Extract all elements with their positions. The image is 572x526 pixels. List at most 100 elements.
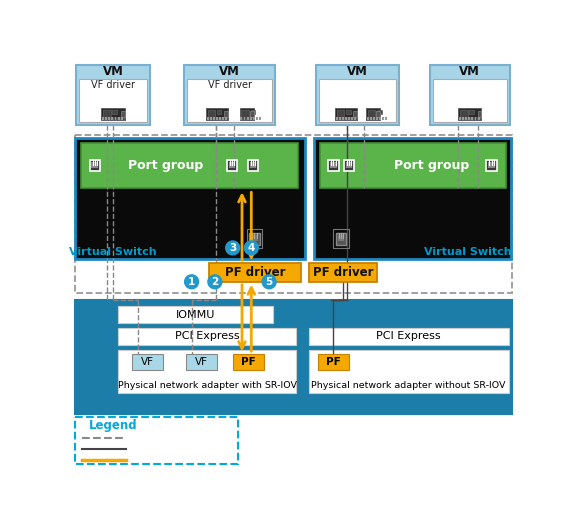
Bar [376,117,378,120]
Text: PF: PF [326,357,341,367]
Bar [74,300,512,414]
Bar [112,117,113,120]
Bar [233,354,264,370]
Bar [333,229,349,248]
Bar [229,163,235,168]
Bar [244,117,245,120]
Bar [309,264,377,282]
Bar [101,117,125,120]
Bar [105,117,107,120]
Bar [328,159,339,171]
Bar [76,138,305,259]
Bar [366,117,380,120]
Bar [471,117,474,120]
Bar [121,117,122,120]
Bar [353,111,357,117]
Bar [478,117,479,120]
Bar [118,307,273,323]
Text: 5: 5 [265,277,273,287]
Bar [118,350,296,393]
Text: 3: 3 [229,243,236,253]
Bar [309,328,509,345]
Bar [186,354,217,370]
Bar [118,328,296,345]
Bar [225,117,227,120]
Bar [240,117,253,120]
Text: VM: VM [347,65,368,78]
Bar [240,117,243,120]
Bar [219,117,221,120]
Bar [253,117,255,120]
Bar [330,163,337,168]
Bar [314,138,511,259]
Bar [101,108,125,120]
Text: Physical network adapter without SR-IOV: Physical network adapter without SR-IOV [311,381,506,390]
Bar [344,159,354,171]
Text: Virtual Switch: Virtual Switch [424,247,512,257]
Bar [251,110,255,114]
Bar [462,117,464,120]
Bar [213,117,215,120]
Bar [256,117,258,120]
Bar [339,117,341,120]
Bar [336,117,337,120]
Text: VM: VM [459,65,480,78]
Text: 1: 1 [188,277,195,287]
Bar [336,110,344,117]
Text: Port group: Port group [394,159,470,172]
Bar [468,117,470,120]
Bar [475,117,476,120]
Bar [92,163,98,168]
Text: PCI Express: PCI Express [175,331,240,341]
Bar [377,110,382,114]
Circle shape [208,275,222,289]
Bar [132,354,163,370]
Text: Virtual Switch: Virtual Switch [69,247,156,257]
Bar [345,163,352,168]
Text: Physical network adapter with SR-IOV: Physical network adapter with SR-IOV [118,381,297,390]
Bar [210,117,212,120]
Bar [319,78,396,122]
Bar [373,117,375,120]
Bar [316,65,399,125]
Bar [184,65,275,125]
Circle shape [244,241,259,255]
Circle shape [185,275,198,289]
Bar [251,236,257,241]
Text: 2: 2 [211,277,219,287]
Bar [336,232,347,245]
Bar [342,117,344,120]
Circle shape [226,241,240,255]
Bar [90,159,100,171]
Bar [379,117,381,120]
Bar [108,117,110,120]
Bar [240,108,253,120]
Bar [320,143,506,188]
Bar [458,117,482,120]
Text: VF: VF [195,357,208,367]
Text: Port group: Port group [129,159,204,172]
Text: IOMMU: IOMMU [176,310,215,320]
Bar [370,117,372,120]
Bar [209,264,301,282]
Bar [206,108,228,120]
Text: PF driver: PF driver [225,266,285,279]
Bar [103,110,110,117]
Bar [368,110,375,117]
Bar [76,65,150,125]
Text: PF driver: PF driver [312,266,373,279]
Bar [351,117,353,120]
Bar [345,117,347,120]
Bar [259,117,261,120]
Bar [346,110,351,114]
Bar [206,117,209,120]
Bar [223,117,224,120]
Bar [488,163,495,168]
Bar [486,159,496,171]
Bar [459,117,461,120]
Bar [376,111,380,117]
Bar [102,117,104,120]
Bar [465,117,467,120]
Bar [241,110,249,117]
Bar [248,159,258,171]
